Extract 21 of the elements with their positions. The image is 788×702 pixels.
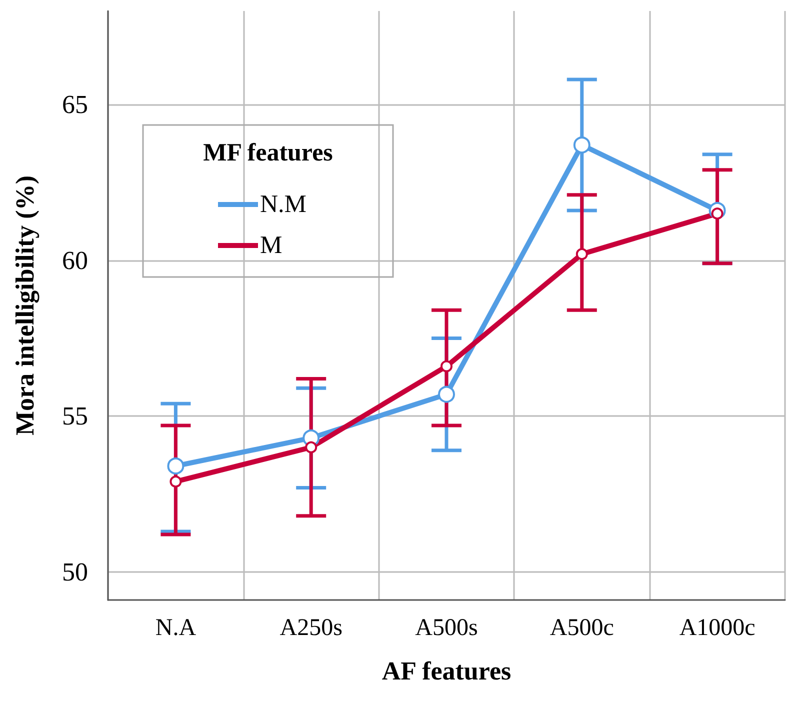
legend-label: M	[260, 232, 282, 259]
x-tick-label: A500s	[415, 615, 478, 641]
x-tick-label: A250s	[280, 615, 342, 641]
y-tick-label: 65	[62, 90, 88, 119]
y-tick-label: 60	[62, 246, 88, 275]
point	[438, 386, 455, 403]
point	[305, 441, 318, 454]
y-tick-label: 50	[62, 557, 88, 586]
y-tick-label: 55	[62, 402, 88, 431]
point	[170, 476, 182, 488]
x-tick-label: A1000c	[679, 615, 756, 641]
x-tick-label: N.A	[155, 615, 197, 641]
x-axis-title: AF features	[382, 656, 512, 686]
point	[167, 458, 184, 474]
point	[440, 360, 452, 372]
point	[573, 136, 590, 154]
legend-title: MF features	[203, 140, 334, 166]
x-tick-label: A500c	[550, 615, 614, 641]
y-axis-title: Mora intelligibility (%)	[10, 176, 40, 436]
legend-label: N.M	[260, 191, 307, 218]
point	[576, 248, 588, 260]
